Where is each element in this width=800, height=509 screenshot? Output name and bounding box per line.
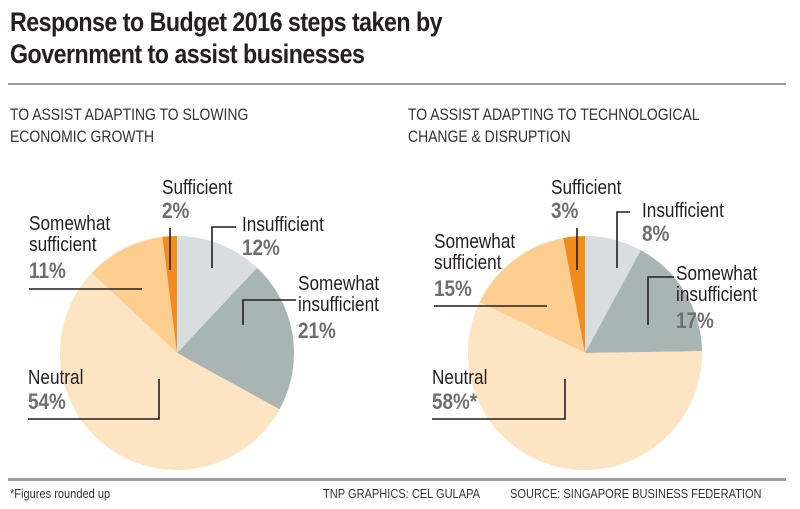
pie-2-subtitle: TO ASSIST ADAPTING TO TECHNOLOGICAL CHAN…: [408, 104, 700, 148]
pie-2-slice-somewhat-sufficient: [479, 238, 585, 353]
title-divider: [8, 83, 786, 85]
pie-1-subtitle: TO ASSIST ADAPTING TO SLOWING ECONOMIC G…: [10, 104, 248, 148]
pie-2-sufficient-value-label: 3%: [551, 199, 578, 224]
chart-title: Response to Budget 2016 steps taken by G…: [10, 6, 681, 70]
pie-1-somewhat-sufficient-value-label: 11%: [29, 259, 66, 284]
footer-divider: [8, 478, 786, 481]
pie-2-somewhat-insufficient-leader-line: [647, 276, 674, 325]
pie-2-neutral-leader-line: [432, 379, 566, 420]
pie-2-somewhat-sufficient-label: Somewhat: [434, 230, 516, 253]
pie-2-somewhat-sufficient-label: sufficient: [434, 251, 502, 274]
pie-1-subtitle-line-2: ECONOMIC GROWTH: [10, 127, 155, 146]
pie-2-subtitle-line-2: CHANGE & DISRUPTION: [408, 127, 571, 146]
pie-1-slice-somewhat-sufficient: [91, 236, 177, 353]
pie-2-subtitle-line-1: TO ASSIST ADAPTING TO TECHNOLOGICAL: [408, 105, 700, 124]
pie-1-sufficient-label: Sufficient: [162, 176, 233, 199]
pie-1-slice-somewhat-insufficient: [177, 267, 294, 410]
pie-2-slice-sufficient: [563, 236, 585, 353]
pie-1: Insufficient12%Somewhatinsufficient21%Ne…: [28, 176, 380, 470]
graphics-credit: TNP GRAPHICS: CEL GULAPA: [323, 486, 480, 501]
pie-1-neutral-label: Neutral: [28, 366, 83, 389]
pie-2-insufficient-value-label: 8%: [642, 222, 669, 247]
pie-1-somewhat-insufficient-leader-line: [242, 299, 296, 325]
pie-1-somewhat-insufficient-label: insufficient: [298, 293, 380, 316]
pie-1-sufficient-value-label: 2%: [162, 199, 189, 224]
chart-title-line-2: Government to assist businesses: [10, 39, 365, 69]
pie-2-slice-insufficient: [585, 236, 641, 353]
pie-1-somewhat-insufficient-label: Somewhat: [298, 272, 380, 295]
pie-1-slice-insufficient: [177, 236, 258, 353]
pie-1-somewhat-sufficient-label: Somewhat: [29, 212, 111, 235]
source-credit: SOURCE: SINGAPORE BUSINESS FEDERATION: [510, 486, 762, 501]
pie-2-somewhat-insufficient-label: insufficient: [676, 283, 758, 306]
pie-2-slice-neutral: [467, 302, 702, 470]
pie-2-somewhat-insufficient-label: Somewhat: [676, 262, 758, 285]
pie-1-neutral-leader-line: [28, 379, 160, 420]
pie-2-somewhat-insufficient-value-label: 17%: [676, 309, 714, 334]
pie-1-subtitle-line-1: TO ASSIST ADAPTING TO SLOWING: [10, 105, 249, 124]
pie-2-neutral-label: Neutral: [432, 366, 487, 389]
chart-title-line-1: Response to Budget 2016 steps taken by: [10, 7, 443, 37]
pie-2-insufficient-leader-line: [616, 211, 630, 268]
pie-2-insufficient-label: Insufficient: [642, 199, 725, 222]
pie-1-somewhat-sufficient-label: sufficient: [29, 233, 97, 256]
pie-1-somewhat-insufficient-value-label: 21%: [298, 319, 336, 344]
pie-1-slice-sufficient: [162, 236, 177, 353]
pie-1-neutral-value-label: 54%: [28, 390, 66, 415]
pie-1-insufficient-value-label: 12%: [242, 236, 280, 261]
pie-2-sufficient-label: Sufficient: [551, 176, 622, 199]
footnote: *Figures rounded up: [10, 486, 111, 501]
pie-2-slice-somewhat-insufficient: [585, 250, 702, 353]
pie-1-insufficient-label: Insufficient: [242, 213, 325, 236]
pie-1-slice-neutral: [60, 272, 280, 470]
pie-2-neutral-value-label: 58%*: [432, 390, 477, 415]
pie-2: Insufficient8%Somewhatinsufficient17%Neu…: [432, 176, 758, 470]
pie-2-somewhat-sufficient-value-label: 15%: [434, 277, 472, 302]
pie-1-insufficient-leader-line: [211, 226, 236, 268]
